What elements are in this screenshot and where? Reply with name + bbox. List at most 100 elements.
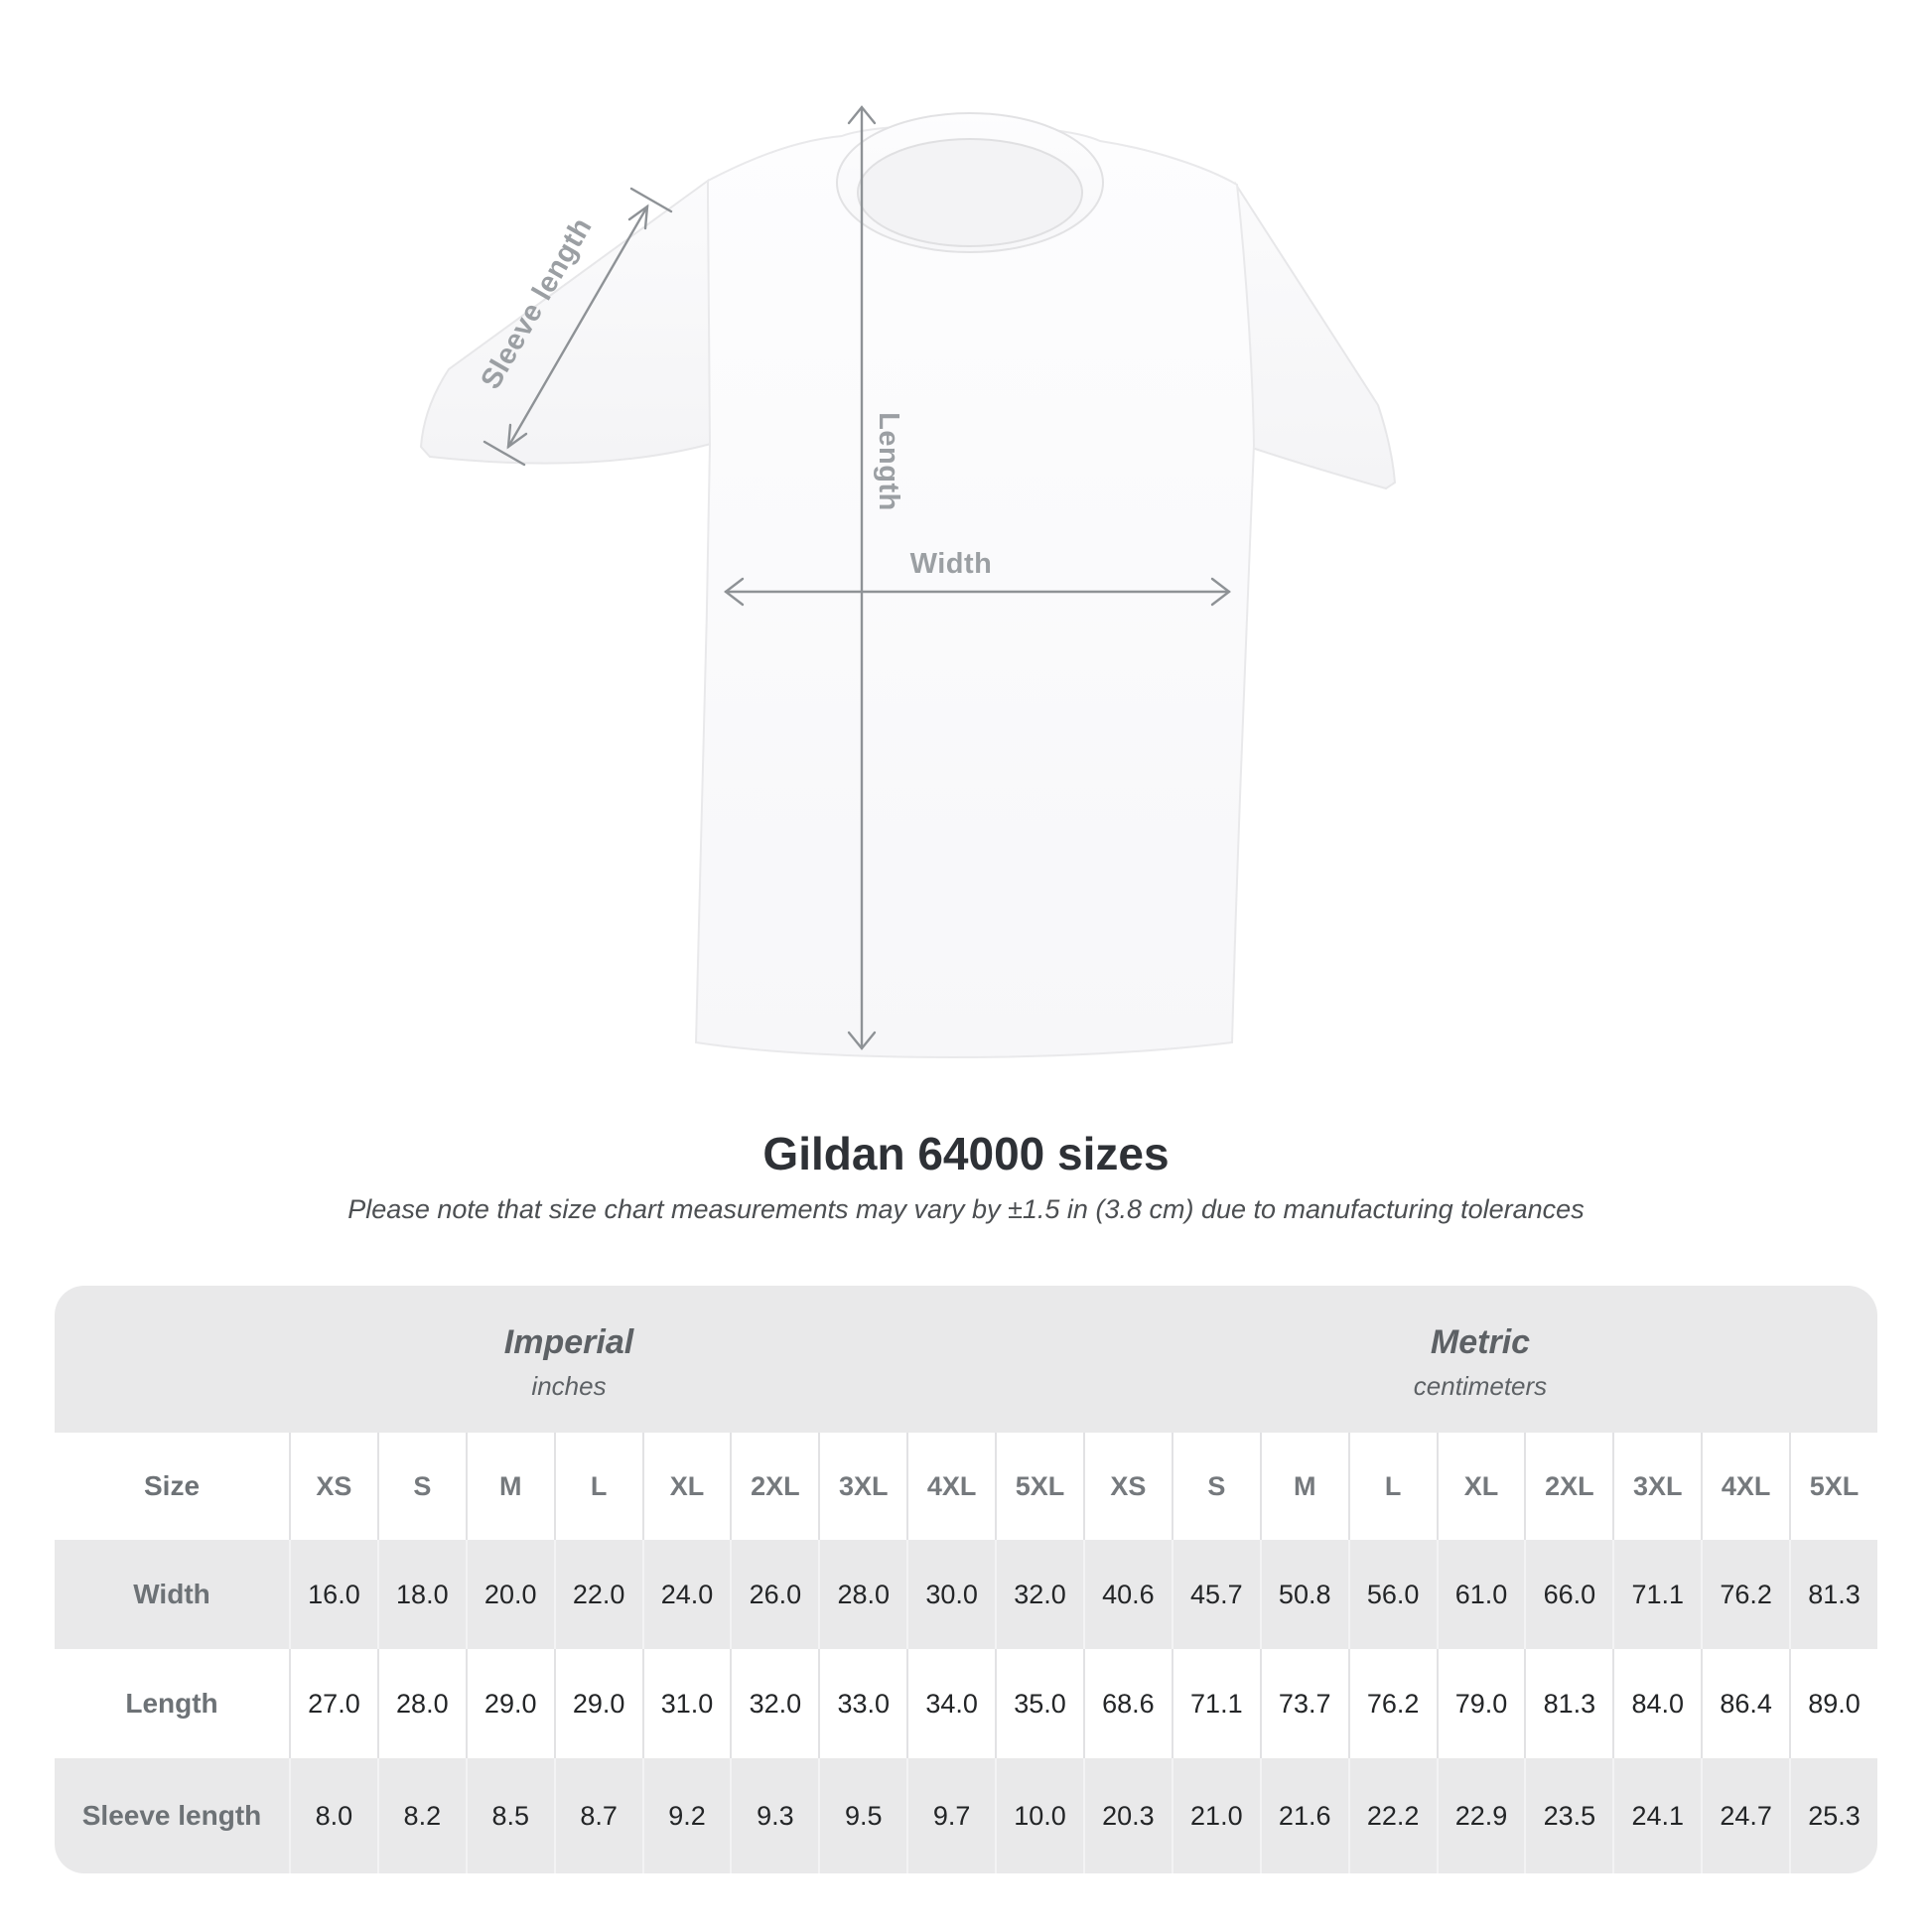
size-header: 3XL [818,1433,906,1540]
title-block: Gildan 64000 sizes Please note that size… [0,1125,1932,1225]
value-cell: 25.3 [1789,1758,1877,1873]
table-header-row: Size XS S M L XL 2XL 3XL 4XL 5XL XS S M L XL 2XL 3XL 4XL 5… [55,1433,1877,1540]
value-cell: 22.0 [553,1540,642,1649]
value-cell: 24.7 [1701,1758,1789,1873]
size-header: S [376,1433,466,1540]
tee-collar [836,112,1104,253]
size-table-card: Imperial inches Metric centimeters Size X… [55,1286,1877,1873]
value-cell: 68.6 [1082,1649,1172,1758]
size-header: XS [1082,1433,1172,1540]
value-cell: 32.0 [730,1649,818,1758]
size-header: XL [641,1433,731,1540]
value-cell: 27.0 [289,1649,377,1758]
imperial-unit-label: inches [531,1370,607,1401]
metric-label: Metric [1430,1322,1531,1361]
size-header: 5XL [1789,1433,1877,1540]
size-header: 3XL [1612,1433,1701,1540]
value-cell: 8.0 [289,1758,377,1873]
size-header: L [553,1433,642,1540]
value-cell: 29.0 [465,1649,554,1758]
size-header: 2XL [1524,1433,1612,1540]
size-header: M [465,1433,554,1540]
row-label: Sleeve length [81,1800,262,1831]
value-cell: 84.0 [1612,1649,1701,1758]
value-cell: 9.5 [818,1758,906,1873]
table-row: Width 16.0 18.0 20.0 22.0 24.0 26.0 28.0 30.0 32.… [55,1540,1877,1649]
value-cell: 8.5 [465,1758,554,1873]
value-cell: 50.8 [1259,1540,1348,1649]
size-header: L [1347,1433,1437,1540]
value-cell: 81.3 [1789,1540,1877,1649]
value-cell: 8.7 [553,1758,642,1873]
page-title: Gildan 64000 sizes [762,1128,1170,1179]
value-cell: 32.0 [995,1540,1083,1649]
imperial-group-header: Imperial inches [55,1286,1083,1433]
table-row: Length 27.0 28.0 29.0 29.0 31.0 32.0 33.0 34.0 35… [55,1649,1877,1758]
table-row: Sleeve length 8.0 8.2 8.5 8.7 9.2 9.3 9.5 9.7 10.… [55,1758,1877,1873]
value-cell: 18.0 [376,1540,466,1649]
value-cell: 8.2 [376,1758,466,1873]
value-cell: 76.2 [1347,1649,1437,1758]
value-cell: 35.0 [995,1649,1083,1758]
width-label: Width [909,548,993,580]
value-cell: 66.0 [1524,1540,1612,1649]
value-cell: 45.7 [1171,1540,1260,1649]
metric-group-header: Metric centimeters [1083,1286,1877,1433]
size-header: 4XL [1701,1433,1789,1540]
value-cell: 33.0 [818,1649,906,1758]
value-cell: 26.0 [730,1540,818,1649]
value-cell: 20.3 [1082,1758,1172,1873]
unit-band: Imperial inches Metric centimeters [55,1286,1877,1433]
value-cell: 61.0 [1436,1540,1525,1649]
value-cell: 34.0 [906,1649,995,1758]
size-header: 4XL [906,1433,995,1540]
size-header: XL [1436,1433,1525,1540]
value-cell: 40.6 [1082,1540,1172,1649]
value-cell: 73.7 [1259,1649,1348,1758]
size-header: S [1171,1433,1260,1540]
value-cell: 89.0 [1789,1649,1877,1758]
value-cell: 28.0 [818,1540,906,1649]
value-cell: 10.0 [995,1758,1083,1873]
value-cell: 81.3 [1524,1649,1612,1758]
value-cell: 86.4 [1701,1649,1789,1758]
value-cell: 56.0 [1347,1540,1437,1649]
value-cell: 71.1 [1171,1649,1260,1758]
value-cell: 20.0 [465,1540,554,1649]
value-cell: 30.0 [906,1540,995,1649]
value-cell: 28.0 [376,1649,466,1758]
dimension-lines [483,105,1231,1050]
metric-unit-label: centimeters [1413,1370,1548,1401]
value-cell: 9.3 [730,1758,818,1873]
tee-sleeves [419,179,1397,490]
size-header: XS [289,1433,377,1540]
value-cell: 21.0 [1171,1758,1260,1873]
value-cell: 76.2 [1701,1540,1789,1649]
value-cell: 31.0 [641,1649,731,1758]
row-label: Length [125,1688,218,1719]
value-cell: 9.2 [641,1758,731,1873]
size-header: M [1259,1433,1348,1540]
imperial-label: Imperial [503,1322,634,1361]
size-column-header: Size [143,1470,201,1501]
value-cell: 71.1 [1612,1540,1701,1649]
value-cell: 29.0 [553,1649,642,1758]
table-body: Width 16.0 18.0 20.0 22.0 24.0 26.0 28.0 30.0 32.… [55,1540,1877,1873]
value-cell: 22.2 [1347,1758,1437,1873]
value-cell: 79.0 [1436,1649,1525,1758]
value-cell: 22.9 [1436,1758,1525,1873]
value-cell: 21.6 [1259,1758,1348,1873]
tolerance-note: Please note that size chart measurements… [347,1194,1585,1224]
size-header: 5XL [995,1433,1083,1540]
row-label: Width [133,1579,210,1609]
value-cell: 23.5 [1524,1758,1612,1873]
size-header: 2XL [730,1433,818,1540]
value-cell: 16.0 [289,1540,377,1649]
value-cell: 24.1 [1612,1758,1701,1873]
value-cell: 9.7 [906,1758,995,1873]
tshirt-graphic [419,105,1397,1058]
length-label: Length [873,412,904,511]
value-cell: 24.0 [641,1540,731,1649]
